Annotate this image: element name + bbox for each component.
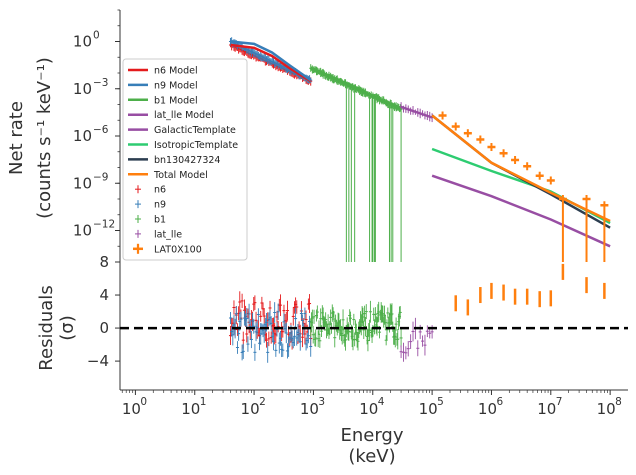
legend-label-6: bn130427324 [154, 155, 220, 166]
top-ytick-exp-3: −9 [93, 171, 108, 183]
data-series-LAT0X100 [438, 111, 609, 262]
x-label-line1: Energy [340, 425, 403, 446]
bottom-ylabel-line2: (σ) [57, 315, 78, 340]
model-line-lat_lle-model [400, 105, 433, 119]
top-ytick-exp-2: −6 [93, 124, 109, 136]
top-ytick-label-1: 10 [73, 80, 92, 98]
xtick-exp-1: 1 [200, 396, 207, 408]
top-ylabel-line1: Net rate [6, 101, 27, 175]
bottom-ytick-label-3: −4 [87, 352, 109, 370]
xtick-exp-0: 0 [140, 396, 147, 408]
legend: n6 Model n9 Model b1 Model lat_lle Model Gal… [122, 58, 248, 261]
xtick-label-0: 10 [122, 400, 141, 418]
xtick-label-4: 10 [359, 400, 378, 418]
top-ytick-exp-4: −12 [93, 219, 115, 231]
top-ytick-exp-0: 0 [93, 30, 100, 42]
xtick-exp-4: 4 [378, 396, 385, 408]
xtick-label-5: 10 [419, 400, 438, 418]
legend-label-3: lat_lle Model [154, 110, 214, 121]
bottom-ytick-label-1: 4 [99, 286, 109, 304]
model-line-n6-model [230, 43, 312, 83]
legend-label-5: IsotropicTemplate [154, 140, 238, 151]
xtick-exp-2: 2 [259, 396, 266, 408]
legend-label-4: GalacticTemplate [154, 125, 236, 136]
top-ytick-label-2: 10 [73, 127, 92, 145]
x-label-line2: (keV) [348, 446, 395, 467]
top-ytick-label-3: 10 [73, 174, 92, 192]
xtick-exp-3: 3 [318, 396, 325, 408]
legend-label-0: n6 Model [154, 66, 198, 77]
xtick-exp-6: 6 [496, 396, 503, 408]
top-ytick-label-0: 10 [73, 33, 92, 51]
bottom-ylabel-line1: Residuals [36, 285, 57, 370]
model-line-bn130427324 [431, 114, 611, 229]
residuals-panel: 8 4 0 −4 [87, 253, 628, 391]
residual-series-b1 [309, 300, 403, 352]
residual-series-lat_lle [399, 317, 434, 362]
legend-label-1: n9 Model [154, 80, 198, 91]
top-ytick-exp-1: −3 [93, 77, 108, 89]
model-line-n9-model [230, 40, 312, 82]
legend-box [122, 58, 248, 261]
xtick-label-2: 10 [241, 400, 260, 418]
legend-label-12: LAT0X100 [154, 244, 202, 255]
xtick-label-7: 10 [537, 400, 556, 418]
residual-series-n9 [228, 302, 313, 363]
residual-series-n6 [228, 291, 313, 350]
xtick-label-8: 10 [597, 400, 616, 418]
xtick-label-3: 10 [300, 400, 319, 418]
data-series-b1 [309, 64, 403, 262]
bottom-ytick-label-0: 8 [99, 253, 109, 271]
model-line-total-model [431, 114, 611, 223]
x-axis: 10 0 10 1 10 2 10 3 10 4 10 5 10 6 10 7 10 8 [122, 390, 622, 418]
legend-label-10: b1 [154, 215, 166, 226]
model-line-galactictemplate [431, 174, 611, 248]
xtick-exp-8: 8 [615, 396, 622, 408]
xtick-exp-7: 7 [556, 396, 563, 408]
top-ytick-label-4: 10 [73, 222, 92, 240]
model-line-b1-model [310, 67, 402, 111]
legend-label-8: n6 [154, 185, 166, 196]
legend-label-7: Total Model [153, 170, 208, 181]
legend-label-11: lat_lle [154, 229, 182, 240]
legend-label-9: n9 [154, 200, 166, 211]
xtick-label-1: 10 [181, 400, 200, 418]
legend-label-2: b1 Model [154, 95, 198, 106]
xtick-label-6: 10 [478, 400, 497, 418]
bottom-ytick-label-2: 0 [99, 319, 109, 337]
xtick-exp-5: 5 [437, 396, 444, 408]
residual-series-LAT0X100 [454, 263, 606, 316]
top-ylabel-line2: (counts s⁻¹ keV⁻¹) [34, 57, 55, 219]
